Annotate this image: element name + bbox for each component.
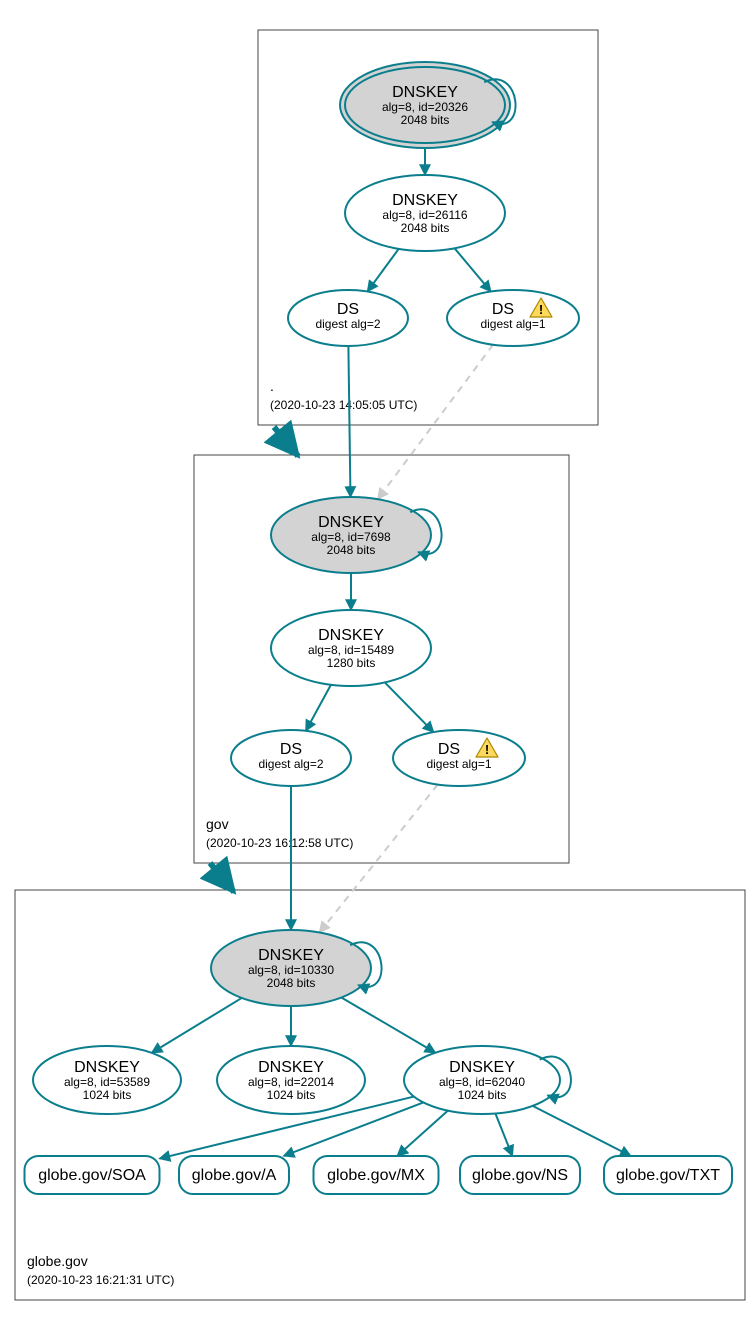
node-title: DS: [438, 741, 460, 758]
edge: [348, 346, 350, 497]
zone-timestamp: (2020-10-23 16:12:58 UTC): [206, 836, 353, 850]
node-k20326: DNSKEYalg=8, id=203262048 bits: [340, 62, 516, 148]
node-sub1: alg=8, id=62040: [439, 1075, 525, 1089]
node-k62040: DNSKEYalg=8, id=620401024 bits: [404, 1046, 571, 1114]
node-sub1: digest alg=1: [480, 317, 545, 331]
node-k22014: DNSKEYalg=8, id=220141024 bits: [217, 1046, 365, 1114]
node-sub2: 2048 bits: [401, 221, 450, 235]
node-sub2: 2048 bits: [267, 976, 316, 990]
node-title: DNSKEY: [74, 1059, 140, 1076]
node-sub1: alg=8, id=7698: [311, 530, 391, 544]
zone-timestamp: (2020-10-23 16:21:31 UTC): [27, 1273, 174, 1287]
zone-label: gov: [206, 816, 229, 832]
node-sub1: alg=8, id=26116: [382, 208, 468, 222]
node-title: DNSKEY: [258, 947, 324, 964]
edge: [319, 785, 437, 933]
edge: [455, 248, 491, 291]
node-ra: globe.gov/A: [179, 1156, 289, 1194]
node-title: DNSKEY: [318, 627, 384, 644]
node-rsoa: globe.gov/SOA: [25, 1156, 160, 1194]
node-ds4: DSdigest alg=1!: [393, 730, 525, 786]
edge: [378, 345, 493, 499]
node-sub1: alg=8, id=22014: [248, 1075, 334, 1089]
node-ds1: DSdigest alg=2: [288, 290, 408, 346]
node-sub2: 1024 bits: [267, 1088, 316, 1102]
node-sub2: 2048 bits: [401, 113, 450, 127]
zone-delegation-arrow: [274, 427, 298, 456]
zone-label: globe.gov: [27, 1253, 88, 1269]
node-title: DNSKEY: [258, 1059, 324, 1076]
node-sub2: 1280 bits: [327, 656, 376, 670]
node-title: DS: [280, 741, 302, 758]
edge: [367, 249, 398, 292]
node-k15489: DNSKEYalg=8, id=154891280 bits: [271, 610, 431, 686]
node-title: globe.gov/TXT: [616, 1167, 720, 1184]
node-title: DNSKEY: [392, 84, 458, 101]
node-k53589: DNSKEYalg=8, id=535891024 bits: [33, 1046, 181, 1114]
node-title: DS: [337, 301, 359, 318]
node-title: DS: [492, 301, 514, 318]
zone-timestamp: (2020-10-23 14:05:05 UTC): [270, 398, 417, 412]
edge: [385, 682, 434, 732]
node-k10330: DNSKEYalg=8, id=103302048 bits: [211, 930, 382, 1006]
warning-icon-mark: !: [485, 742, 489, 757]
node-ds2: DSdigest alg=1!: [447, 290, 579, 346]
edge: [533, 1106, 631, 1156]
node-title: globe.gov/A: [192, 1167, 277, 1184]
node-rmx: globe.gov/MX: [314, 1156, 439, 1194]
node-rtxt: globe.gov/TXT: [604, 1156, 732, 1194]
node-title: DNSKEY: [318, 514, 384, 531]
node-sub2: 1024 bits: [83, 1088, 132, 1102]
node-ds3: DSdigest alg=2: [231, 730, 351, 786]
node-title: globe.gov/NS: [472, 1167, 568, 1184]
node-title: globe.gov/SOA: [38, 1167, 146, 1184]
edge: [397, 1111, 448, 1156]
node-sub1: alg=8, id=15489: [308, 643, 394, 657]
edge: [495, 1113, 512, 1156]
node-sub2: 2048 bits: [327, 543, 376, 557]
dnssec-diagram: . (2020-10-23 14:05:05 UTC) gov (2020-10-23…: [0, 0, 753, 1320]
edge: [341, 998, 435, 1053]
node-title: DNSKEY: [449, 1059, 515, 1076]
edge: [306, 685, 331, 731]
warning-icon-mark: !: [539, 302, 543, 317]
node-sub1: digest alg=1: [426, 757, 491, 771]
node-k26116: DNSKEYalg=8, id=261162048 bits: [345, 175, 505, 251]
node-title: DNSKEY: [392, 192, 458, 209]
node-sub2: 1024 bits: [458, 1088, 507, 1102]
node-sub1: alg=8, id=20326: [382, 100, 468, 114]
node-sub1: alg=8, id=53589: [64, 1075, 150, 1089]
node-sub1: alg=8, id=10330: [248, 963, 334, 977]
node-sub1: digest alg=2: [258, 757, 323, 771]
node-sub1: digest alg=2: [315, 317, 380, 331]
node-rns: globe.gov/NS: [460, 1156, 580, 1194]
node-title: globe.gov/MX: [327, 1167, 425, 1184]
zone-label: .: [270, 378, 274, 394]
zone-delegation-arrow: [210, 863, 234, 892]
node-k7698: DNSKEYalg=8, id=76982048 bits: [271, 497, 442, 573]
edge: [152, 998, 242, 1053]
